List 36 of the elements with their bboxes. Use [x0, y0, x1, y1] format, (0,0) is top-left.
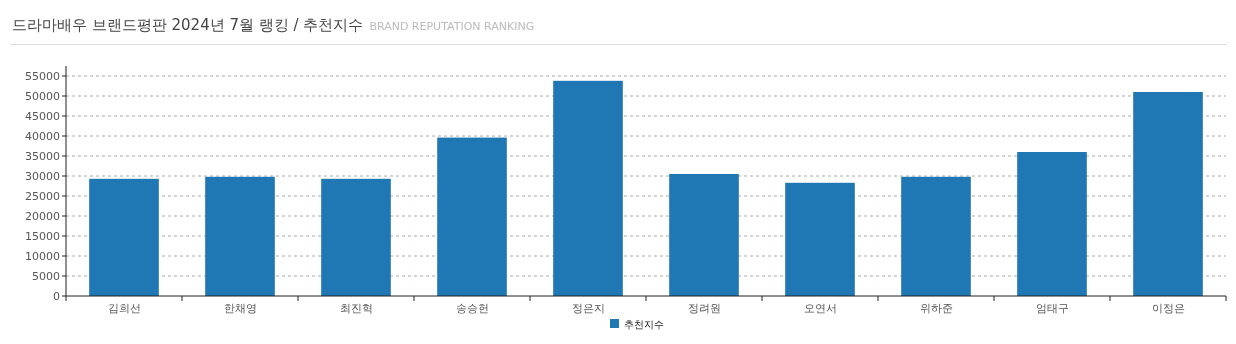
x-tick-label: 정은지	[571, 302, 605, 315]
x-tick-label: 엄태구	[1035, 302, 1069, 315]
y-tick-label: 35000	[25, 150, 60, 163]
x-tick-label: 최진혁	[339, 302, 373, 315]
x-tick-label: 오연서	[803, 302, 837, 315]
bar	[785, 182, 855, 296]
y-tick-label: 55000	[25, 70, 60, 83]
y-tick-label: 10000	[25, 250, 60, 263]
x-tick-label: 김희선	[107, 302, 141, 315]
bar	[321, 178, 391, 296]
y-tick-label: 45000	[25, 110, 60, 123]
y-tick-label: 40000	[25, 130, 60, 143]
y-tick-label: 5000	[32, 270, 60, 283]
chart-subtitle: BRAND REPUTATION RANKING	[369, 20, 535, 33]
bar	[553, 80, 623, 296]
x-tick-label: 송승헌	[455, 302, 489, 315]
legend-label: 추천지수	[624, 319, 664, 330]
y-tick-label: 20000	[25, 210, 60, 223]
bar	[205, 176, 275, 296]
y-tick-label: 25000	[25, 190, 60, 203]
y-tick-label: 30000	[25, 170, 60, 183]
x-tick-label: 정려원	[687, 302, 721, 315]
x-tick-label: 위하준	[919, 302, 953, 315]
chart-title: 드라마배우 브랜드평판 2024년 7월 랭킹 / 추천지수	[12, 16, 364, 34]
y-tick-label: 15000	[25, 230, 60, 243]
x-tick-label: 한채영	[223, 302, 257, 315]
bar	[437, 137, 507, 296]
y-tick-label: 50000	[25, 90, 60, 103]
bar	[1017, 152, 1087, 296]
y-tick-label: 0	[53, 290, 60, 303]
bar	[1133, 92, 1203, 296]
legend: 추천지수	[610, 319, 664, 330]
x-tick-label: 이정은	[1151, 302, 1185, 315]
bar	[901, 176, 971, 296]
bar	[89, 178, 159, 296]
bar	[669, 174, 739, 296]
